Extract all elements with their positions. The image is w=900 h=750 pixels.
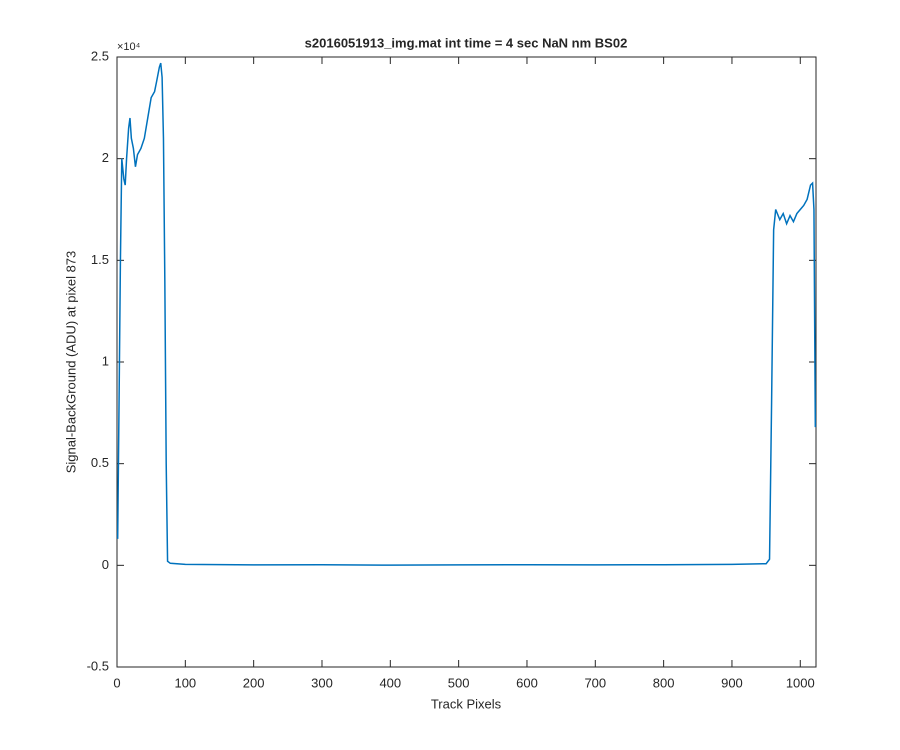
y-tick-label: 2.5	[91, 48, 109, 63]
y-axis-label: Signal-BackGround (ADU) at pixel 873	[63, 251, 78, 474]
y-tick-label: -0.5	[87, 658, 109, 673]
x-tick-label: 700	[584, 675, 606, 690]
x-tick-label: 0	[113, 675, 120, 690]
y-tick-label: 1.5	[91, 252, 109, 267]
y-exponent: ×10⁴	[117, 41, 141, 53]
x-tick-label: 800	[653, 675, 675, 690]
x-axis-label: Track Pixels	[431, 696, 502, 711]
chart-title: s2016051913_img.mat int time = 4 sec NaN…	[305, 35, 628, 50]
y-tick-label: 0	[102, 557, 109, 572]
x-tick-label: 500	[448, 675, 470, 690]
y-tick-label: 2	[102, 150, 109, 165]
x-tick-label: 100	[174, 675, 196, 690]
data-line	[116, 62, 817, 566]
x-tick-label: 300	[311, 675, 333, 690]
x-tick-label: 1000	[786, 675, 815, 690]
x-tick-label: 200	[243, 675, 265, 690]
x-tick-label: 600	[516, 675, 538, 690]
y-tick-label: 1	[102, 353, 109, 368]
x-tick-label: 400	[379, 675, 401, 690]
plot-frame	[116, 56, 817, 668]
x-tick-label: 900	[721, 675, 743, 690]
y-tick-label: 0.5	[91, 455, 109, 470]
